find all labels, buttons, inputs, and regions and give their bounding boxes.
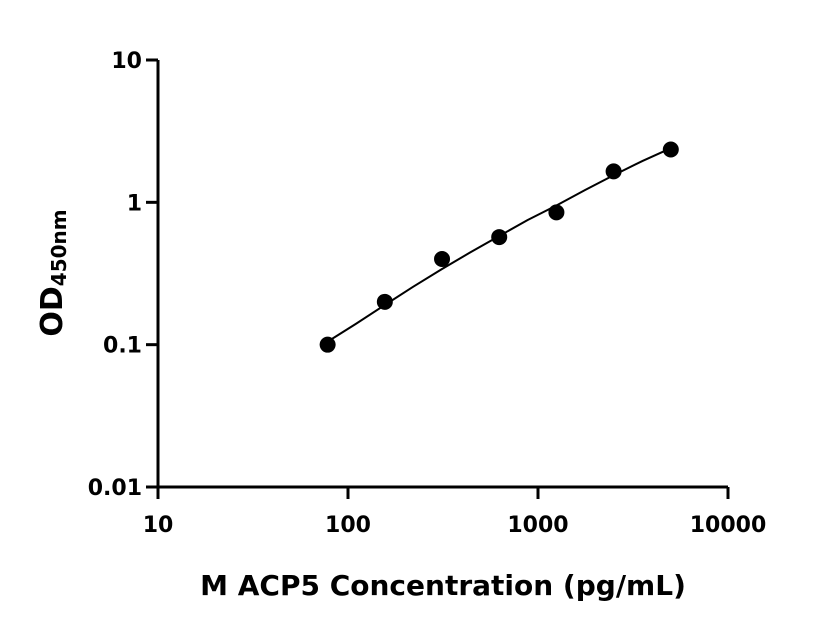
x-tick-label: 10 (143, 513, 174, 538)
x-tick-label: 100 (325, 513, 371, 538)
data-point (434, 250, 451, 267)
data-point (319, 336, 336, 353)
data-point (491, 229, 508, 246)
y-tick-label: 0.01 (88, 476, 142, 501)
y-axis-label: OD450nm (35, 209, 71, 336)
y-tick-label: 0.1 (103, 334, 142, 359)
y-tick-label: 1 (127, 191, 142, 216)
data-point (376, 293, 393, 310)
y-axis-label-sub: 450nm (47, 209, 71, 286)
data-point (548, 204, 565, 221)
y-tick-label: 10 (111, 49, 142, 74)
y-axis-label-main: OD (35, 286, 70, 336)
x-axis-label: M ACP5 Concentration (pg/mL) (200, 569, 686, 602)
x-tick-label: 10000 (690, 513, 767, 538)
data-point (662, 141, 679, 158)
data-point (605, 163, 622, 180)
x-tick-label: 1000 (507, 513, 568, 538)
